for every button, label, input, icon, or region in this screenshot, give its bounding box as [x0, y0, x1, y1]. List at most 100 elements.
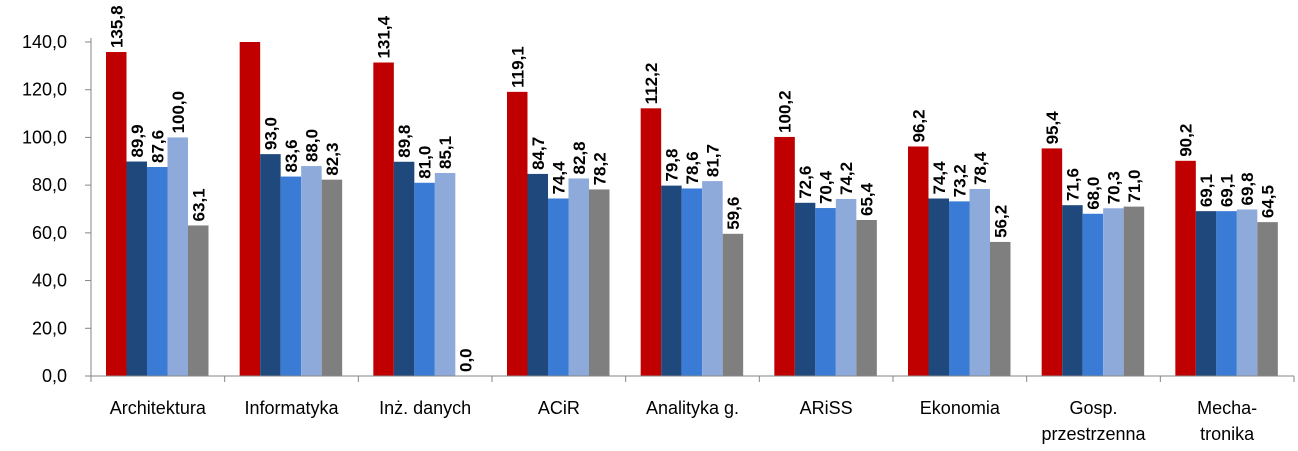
bar-series-1 — [908, 146, 929, 376]
axes-layer — [85, 38, 1295, 382]
bar-series-5 — [1123, 206, 1145, 376]
data-label: 65,4 — [858, 182, 877, 216]
bar-series-4 — [301, 166, 322, 376]
data-label: 0,0 — [457, 348, 476, 372]
data-label: 84,7 — [529, 137, 548, 170]
bar-series-4 — [434, 172, 456, 376]
bar-series-1 — [239, 42, 261, 376]
x-category-label-line: Ekonomia — [920, 398, 1001, 418]
x-category-label-line: Mecha- — [1197, 398, 1257, 418]
data-label: 68,0 — [1084, 177, 1103, 210]
x-category-label: ARiSS — [800, 398, 853, 418]
data-label: 88,0 — [302, 129, 321, 162]
bar-series-4 — [568, 178, 589, 376]
x-category-label: Informatyka — [244, 398, 339, 418]
bar-series-3 — [414, 182, 435, 376]
x-category-label: Gosp. przestrzenna — [1041, 398, 1146, 444]
bar-series-3 — [280, 176, 302, 376]
data-label: 64,5 — [1259, 185, 1278, 218]
x-category-label: ACiR — [538, 398, 580, 418]
bar-series-1 — [106, 52, 127, 377]
bar-series-3 — [815, 208, 836, 376]
data-label: 69,1 — [1218, 174, 1237, 207]
bar-series-4 — [1236, 209, 1258, 376]
labels-layer: 0,0 20,0 40,0 60,0 80,0 100,0 120,0 140,0 Archit… — [22, 5, 1278, 444]
bar-series-4 — [702, 181, 723, 376]
data-label: 69,8 — [1238, 172, 1257, 205]
bar-series-2 — [1195, 211, 1217, 376]
bar-series-5 — [856, 219, 877, 376]
x-category-label-line: Architektura — [110, 398, 207, 418]
x-category-label-line: Analityka g. — [646, 398, 739, 418]
data-label: 95,4 — [1043, 111, 1062, 145]
data-label: 85,1 — [436, 136, 455, 169]
bar-series-5 — [589, 189, 610, 376]
data-label: 83,6 — [282, 139, 301, 172]
data-label: 74,4 — [549, 161, 568, 195]
data-label: 78,2 — [590, 152, 609, 185]
bar-series-1 — [774, 136, 795, 376]
bar-series-2 — [928, 198, 949, 376]
data-label: 70,3 — [1104, 171, 1123, 204]
data-label: 56,2 — [991, 205, 1010, 238]
x-category-label-line: ARiSS — [800, 398, 853, 418]
data-label: 73,2 — [950, 164, 969, 197]
y-tick-label: 80,0 — [32, 175, 67, 195]
bar-series-3 — [1082, 213, 1104, 376]
bar-series-1 — [640, 108, 662, 376]
bar-series-4 — [167, 137, 188, 376]
bar-series-2 — [527, 173, 548, 376]
bar-series-1 — [373, 62, 394, 376]
data-label: 70,4 — [817, 170, 836, 204]
data-label: 112,2 — [642, 63, 661, 105]
data-label: 89,9 — [128, 124, 147, 157]
bar-series-3 — [681, 188, 703, 376]
data-label: 82,3 — [323, 143, 342, 176]
bar-series-2 — [260, 154, 281, 376]
data-label: 72,6 — [796, 166, 815, 199]
data-label: 74,2 — [837, 162, 856, 195]
y-tick-label: 100,0 — [22, 127, 67, 147]
x-category-label-line: przestrzenna — [1041, 424, 1146, 444]
bars-layer — [106, 42, 1278, 377]
bar-series-1 — [507, 91, 528, 377]
x-category-label-line: ACiR — [538, 398, 580, 418]
x-category-label-line: Informatyka — [244, 398, 339, 418]
bar-series-5 — [990, 241, 1011, 376]
data-label: 79,8 — [662, 149, 681, 182]
x-category-label: Mecha-tronika — [1197, 398, 1257, 444]
bar-series-3 — [1216, 211, 1237, 376]
data-label: 119,1 — [508, 46, 527, 88]
data-label: 100,0 — [169, 91, 188, 134]
data-label: 71,0 — [1125, 170, 1144, 203]
bar-series-1 — [1175, 160, 1196, 376]
data-label: 100,2 — [776, 90, 795, 133]
bar-series-2 — [393, 161, 415, 376]
y-tick-label: 120,0 — [22, 80, 67, 100]
bar-series-4 — [835, 198, 857, 376]
x-category-label: Inż. danych — [379, 398, 471, 418]
y-tick-label: 0,0 — [42, 366, 67, 386]
x-category-label: Analityka g. — [646, 398, 739, 418]
bar-series-5 — [1257, 222, 1278, 376]
data-label: 78,6 — [683, 151, 702, 184]
bar-series-3 — [548, 198, 569, 376]
data-label: 82,8 — [570, 141, 589, 174]
data-label: 71,6 — [1063, 168, 1082, 201]
bar-series-2 — [126, 161, 147, 376]
x-category-label: Ekonomia — [920, 398, 1001, 418]
y-tick-label: 20,0 — [32, 318, 67, 338]
data-label: 81,0 — [416, 146, 435, 179]
data-label: 81,7 — [703, 144, 722, 177]
bar-series-3 — [949, 201, 970, 376]
bar-series-1 — [1041, 148, 1063, 376]
x-category-label: Architektura — [110, 398, 207, 418]
x-category-label-line: Inż. danych — [379, 398, 471, 418]
bar-series-4 — [1103, 208, 1124, 376]
y-tick-label: 40,0 — [32, 271, 67, 291]
y-tick-label: 140,0 — [22, 32, 67, 52]
data-label: 87,6 — [148, 130, 167, 163]
y-tick-label: 60,0 — [32, 223, 67, 243]
